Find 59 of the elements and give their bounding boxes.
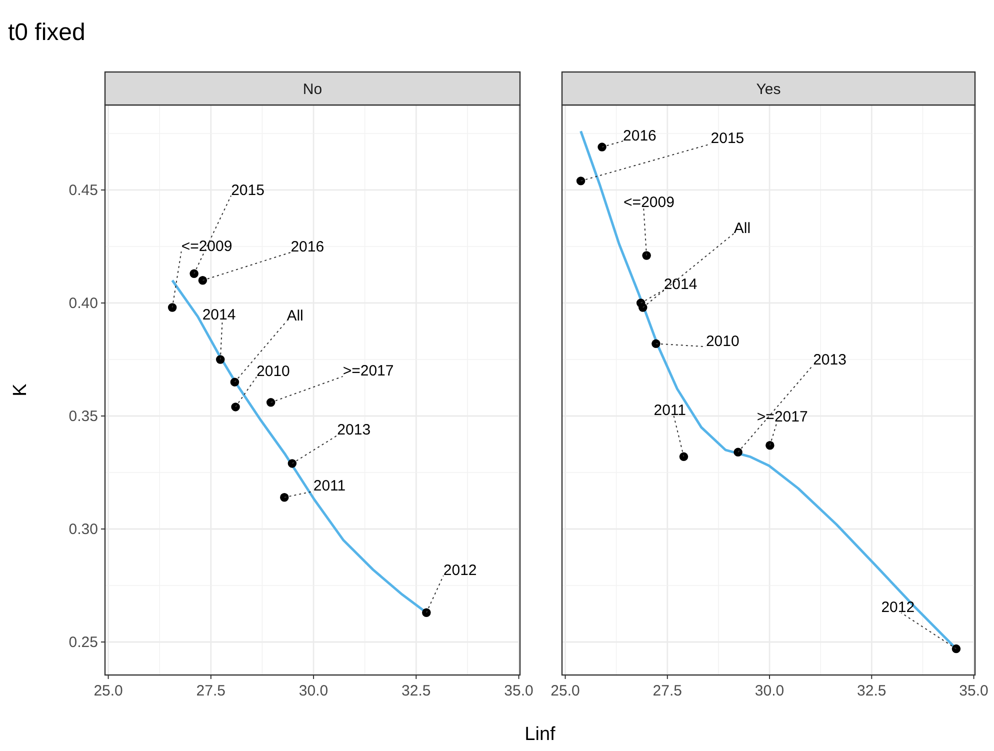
point: [652, 339, 660, 348]
point: [190, 269, 198, 278]
point: [766, 441, 774, 450]
annotation: >=2017: [756, 408, 808, 426]
annotation: 2011: [313, 478, 346, 495]
point: [288, 459, 297, 468]
annotation: 2010: [706, 332, 740, 350]
y-tick-label: 0.30: [68, 520, 98, 538]
point: [642, 251, 651, 260]
annotation: 2014: [664, 276, 698, 294]
chart-subtitle: No: [302, 80, 322, 98]
annotation: 2011: [654, 402, 686, 419]
point: [679, 452, 688, 462]
annotation: 2015: [710, 130, 744, 148]
x-tick-label: 25.0: [94, 682, 123, 700]
point: [168, 303, 177, 312]
annotation: >=2017: [342, 362, 394, 380]
annotation: 2015: [231, 182, 264, 199]
x-tick-label: 27.5: [196, 682, 226, 700]
annotation: All: [734, 220, 751, 237]
y-tick-label: 0.25: [68, 634, 98, 651]
point: [422, 608, 431, 617]
annotation: 2016: [290, 238, 324, 256]
x-tick-label: 27.5: [652, 682, 682, 700]
annotation: 2016: [623, 127, 656, 144]
point: [576, 176, 586, 186]
point: [230, 378, 240, 386]
x-tick-label: 25.0: [550, 682, 580, 700]
annotation: 2013: [337, 422, 371, 439]
annotation: 2014: [202, 306, 236, 324]
annotation: 2010: [256, 363, 290, 380]
point: [280, 492, 289, 502]
chart-title: t0 fixed: [8, 19, 86, 46]
annotation: 2012: [443, 562, 477, 579]
x-tick-label: 32.5: [402, 682, 431, 700]
annotation: <=2009: [181, 238, 232, 255]
x-axis-title: Linf: [524, 724, 556, 745]
x-tick-label: 32.5: [857, 682, 886, 700]
y-axis-title: K: [10, 383, 31, 396]
annotation: 2012: [881, 599, 915, 616]
point: [636, 298, 646, 308]
x-tick-label: 35.0: [959, 682, 988, 700]
point: [198, 276, 208, 285]
chart-subtitle: Yes: [756, 80, 781, 98]
point: [734, 448, 742, 457]
x-tick-label: 30.0: [298, 682, 328, 700]
y-tick-label: 0.35: [68, 408, 98, 425]
point: [216, 355, 225, 364]
point: [231, 402, 240, 412]
x-tick-label: 35.0: [504, 682, 534, 700]
point: [598, 142, 606, 152]
annotation: 2013: [813, 351, 846, 368]
point: [266, 398, 276, 407]
x-tick-label: 30.0: [754, 682, 784, 700]
y-tick-label: 0.45: [68, 182, 98, 199]
annotation: All: [286, 307, 304, 324]
y-tick-label: 0.40: [68, 294, 98, 312]
point: [952, 644, 961, 654]
annotation: <=2009: [624, 194, 674, 211]
